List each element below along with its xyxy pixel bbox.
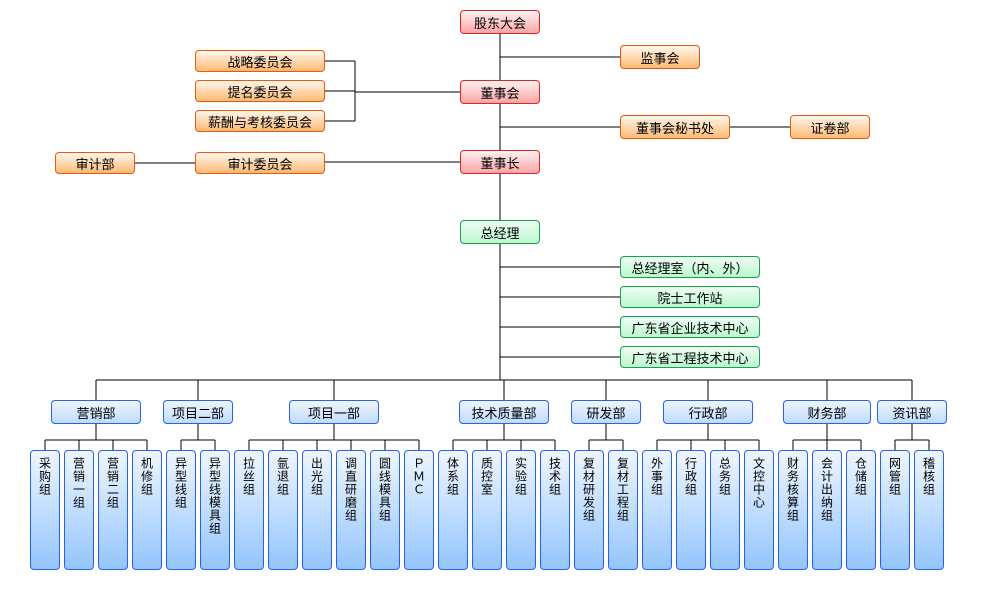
node-chairman: 董事长 [460, 150, 540, 174]
node-gm: 总经理 [460, 220, 540, 244]
node-supervisors: 监事会 [620, 45, 700, 69]
node-tech-center: 广东省企业技术中心 [620, 316, 760, 338]
team-t27: 稽核组 [914, 450, 944, 570]
node-secretariat: 董事会秘书处 [620, 115, 730, 139]
node-nomination: 提名委员会 [195, 80, 325, 102]
team-t2: 营销一组 [64, 450, 94, 570]
team-t1: 采购组 [30, 450, 60, 570]
dept-rd: 研发部 [571, 400, 641, 424]
team-t22: 文控中心 [744, 450, 774, 570]
team-t13: 体系组 [438, 450, 468, 570]
team-t21: 总务组 [710, 450, 740, 570]
team-t12: ＰＭＣ [404, 450, 434, 570]
team-t11: 圆线模具组 [370, 450, 400, 570]
team-t15: 实验组 [506, 450, 536, 570]
team-t19: 外事组 [642, 450, 672, 570]
team-t10: 调直研磨组 [336, 450, 366, 570]
node-compensation: 薪酬与考核委员会 [195, 110, 325, 132]
dept-finance: 财务部 [783, 400, 871, 424]
node-academician: 院士工作站 [620, 286, 760, 308]
node-securities: 证卷部 [790, 115, 870, 139]
node-shareholders: 股东大会 [460, 10, 540, 34]
team-t14: 质控室 [472, 450, 502, 570]
team-t4: 机修组 [132, 450, 162, 570]
team-t6: 异型线模具组 [200, 450, 230, 570]
dept-tech_quality: 技术质量部 [459, 400, 549, 424]
dept-proj2: 项目二部 [163, 400, 233, 424]
team-t8: 氩退组 [268, 450, 298, 570]
team-t24: 会计出纳组 [812, 450, 842, 570]
dept-proj1: 项目一部 [289, 400, 379, 424]
team-t25: 仓储组 [846, 450, 876, 570]
team-t5: 异型线组 [166, 450, 196, 570]
team-t16: 技术组 [540, 450, 570, 570]
team-t18: 复材工程组 [608, 450, 638, 570]
team-t17: 复材研发组 [574, 450, 604, 570]
team-t3: 营销二组 [98, 450, 128, 570]
team-t23: 财务核算组 [778, 450, 808, 570]
node-audit-dept: 审计部 [55, 152, 135, 174]
team-t20: 行政组 [676, 450, 706, 570]
node-audit-committee: 审计委员会 [195, 152, 325, 174]
team-t26: 网管组 [880, 450, 910, 570]
node-eng-center: 广东省工程技术中心 [620, 346, 760, 368]
dept-admin: 行政部 [663, 400, 753, 424]
node-gm-office: 总经理室（内、外） [620, 256, 760, 278]
node-board: 董事会 [460, 80, 540, 104]
dept-info: 资讯部 [877, 400, 947, 424]
team-t7: 拉丝组 [234, 450, 264, 570]
team-t9: 出光组 [302, 450, 332, 570]
dept-marketing: 营销部 [51, 400, 141, 424]
node-strategy: 战略委员会 [195, 50, 325, 72]
